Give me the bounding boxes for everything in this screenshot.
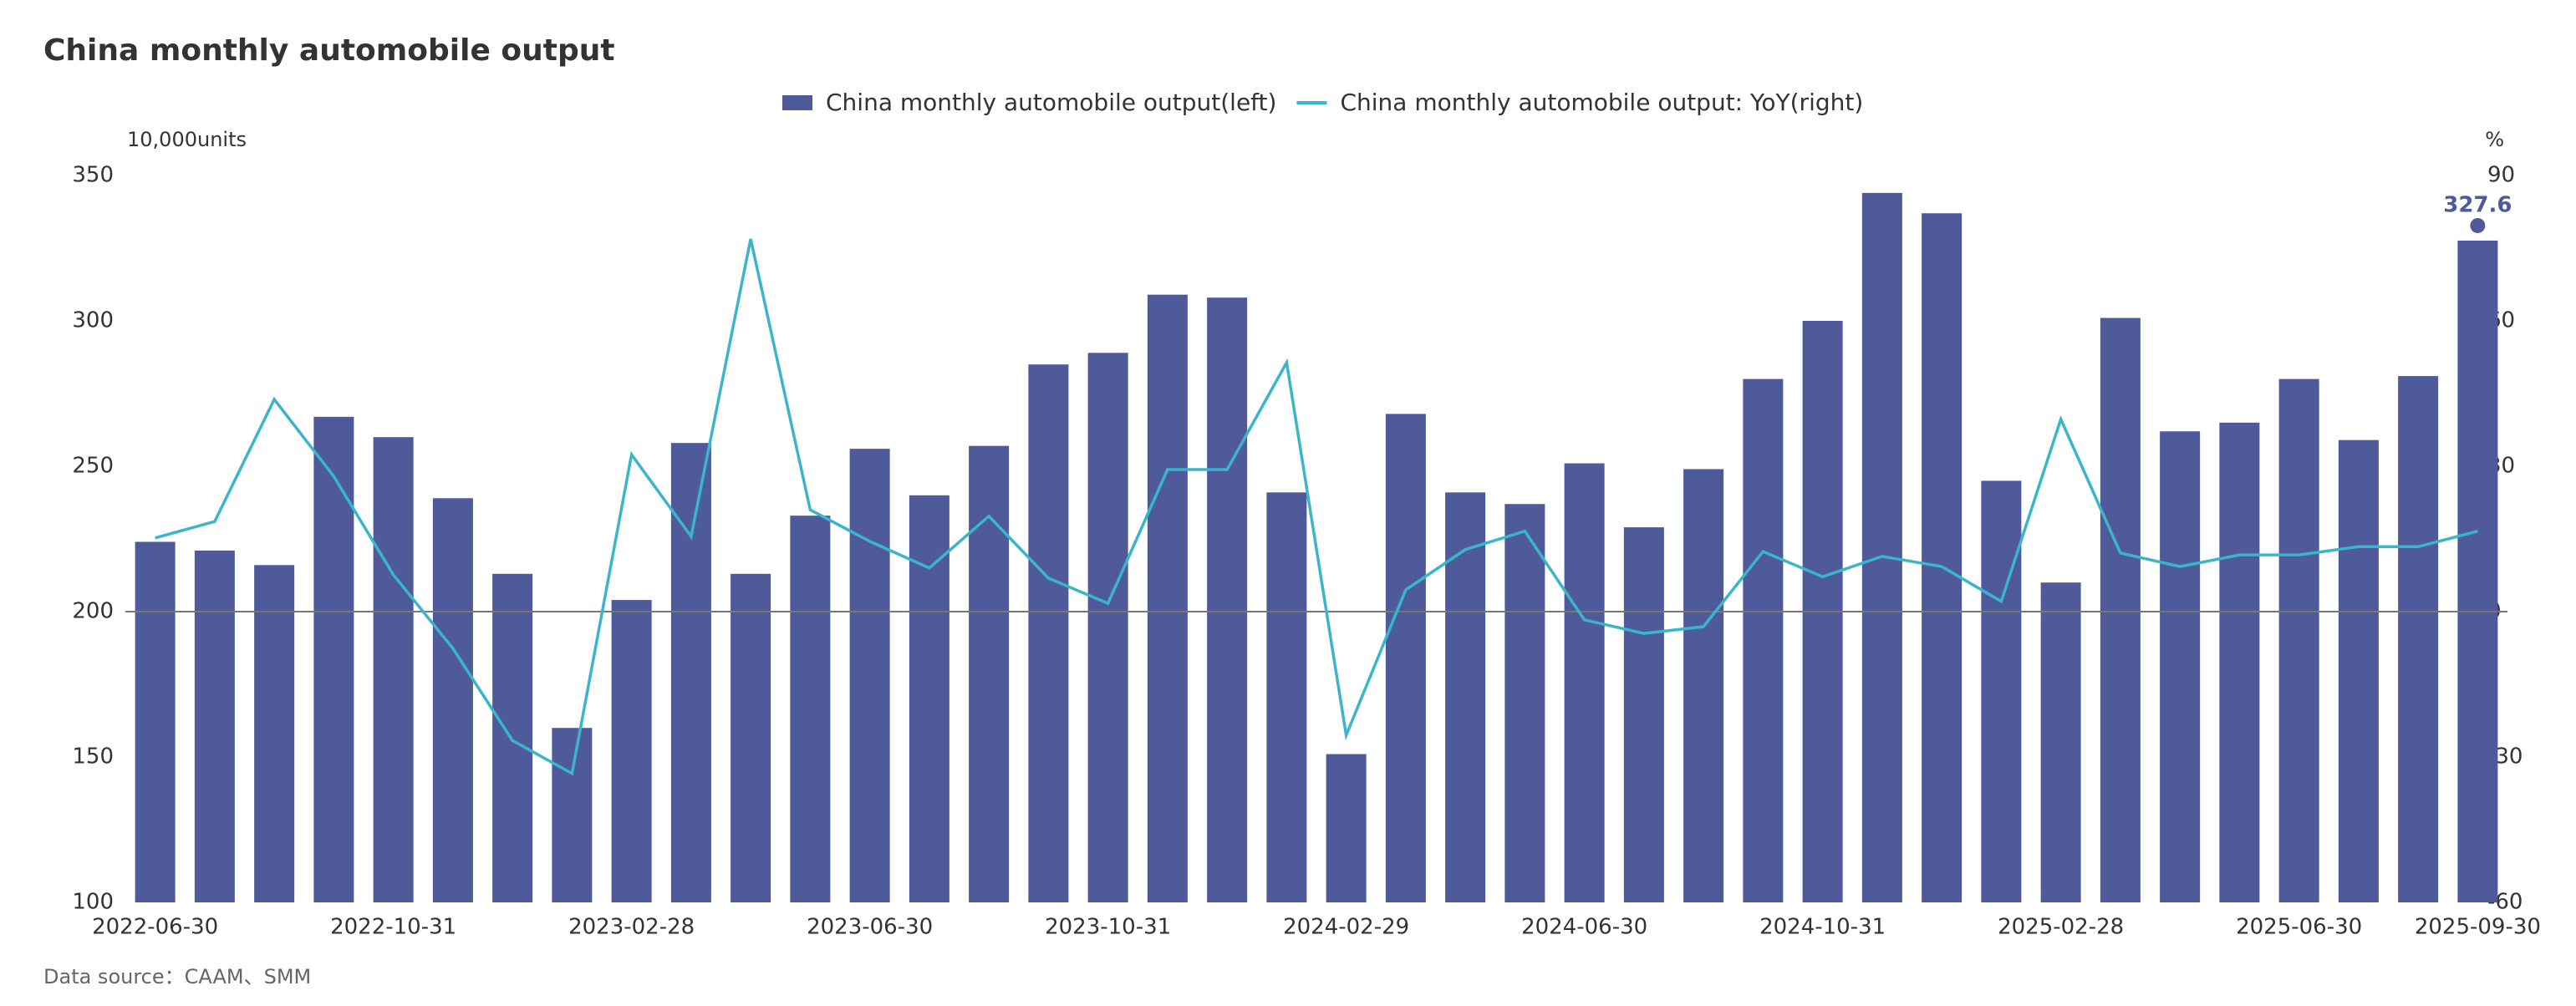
bar [849,449,890,902]
bar [1207,297,1248,902]
bar [552,728,593,902]
marker [2470,217,2486,233]
bar [432,498,473,902]
bar [790,516,831,902]
bar [1981,480,2022,902]
bar [670,443,711,902]
x-tick-label: 2024-02-29 [1283,915,1409,940]
x-tick-label: 2023-06-30 [807,915,933,940]
bar [1743,379,1784,903]
y2-tick-label: 90 [2487,163,2515,188]
bar [731,573,771,902]
bar [2338,439,2379,902]
y-tick-label: 350 [72,163,114,188]
x-tick-label: 2025-06-30 [2236,915,2362,940]
bar [313,416,354,903]
bar [194,550,235,902]
y-tick-label: 250 [72,454,114,479]
bar [2457,240,2498,902]
x-tick-label: 2023-02-28 [568,915,695,940]
bar [373,437,414,902]
bar [1504,504,1545,902]
bar [2219,422,2260,902]
data-label: 327.6 [2443,192,2512,217]
x-tick-label: 2025-02-28 [1998,915,2124,940]
bar [1683,469,1724,902]
x-tick-label: 2025-09-30 [2415,915,2541,940]
y-axis-unit: 10,000units [127,128,247,151]
y2-axis-unit: % [2485,128,2504,151]
bar [2040,582,2081,902]
bar [969,445,1010,902]
legend-label: China monthly automobile output: YoY(rig… [1340,89,1863,116]
bar [1326,754,1367,902]
bar [1861,192,1902,902]
footnote: Data source：CAAM、SMM [43,965,311,988]
bar [2278,379,2319,903]
bar [1266,492,1307,902]
line [155,238,2478,776]
bar [254,565,295,902]
bar [1445,492,1486,902]
x-tick-label: 2024-10-31 [1759,915,1886,940]
x-tick-label: 2023-10-31 [1045,915,1171,940]
chart-title: China monthly automobile output [43,33,615,68]
x-tick-label: 2022-06-30 [92,915,218,940]
bar [2160,431,2201,902]
y-tick-label: 150 [72,744,114,770]
bar [611,600,652,902]
bar [1028,364,1069,902]
x-tick-label: 2022-10-31 [330,915,456,940]
bar [1087,353,1128,902]
bar [135,541,176,902]
legend-label: China monthly automobile output(left) [826,89,1276,116]
bar [1147,294,1188,902]
bar [1623,527,1664,902]
y-tick-label: 300 [72,308,114,333]
y-tick-label: 100 [72,890,114,915]
bar [1564,463,1605,902]
x-tick-label: 2024-06-30 [1521,915,1647,940]
bar [1385,414,1426,902]
bar [2100,318,2141,902]
bar [2398,376,2439,902]
bar [1922,213,1963,903]
y-tick-label: 200 [72,599,114,624]
legend-swatch [782,95,812,110]
